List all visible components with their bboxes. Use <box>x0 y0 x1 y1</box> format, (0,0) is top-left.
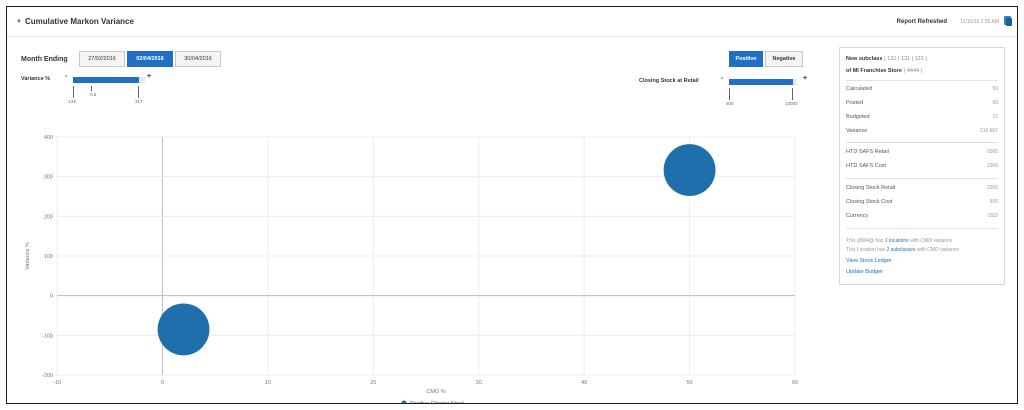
panel-divider <box>846 178 998 179</box>
date-button-1[interactable]: 27/02/2016 <box>79 51 125 67</box>
positive-toggle[interactable]: Positive <box>729 51 763 67</box>
variance-slider-mid-tick <box>91 86 92 91</box>
x-tick-label: -10 <box>53 380 61 386</box>
variance-bubble-chart: -10 0 10 20 30 40 50 60 -200 -100 0 100 200 300 400 CMO… <box>15 127 815 407</box>
x-axis-title: CMO % <box>426 389 445 395</box>
stat-row-calculated: Calculated 50 <box>846 86 998 92</box>
x-tick-label: 0 <box>161 380 164 386</box>
x-tick-label: 40 <box>581 380 587 386</box>
y-axis-title: Variance % <box>25 242 31 270</box>
x-tick-label: 60 <box>792 380 798 386</box>
panel-divider <box>846 228 998 229</box>
month-ending-label: Month Ending <box>21 56 68 63</box>
locations-note: This @M4@ has 1 locations with CMO varia… <box>846 238 953 244</box>
variance-plus-button[interactable]: + <box>147 73 152 80</box>
update-budget-link[interactable]: Update Budget <box>846 269 883 275</box>
closing-stock-max-label: 10000 <box>785 101 798 106</box>
date-button-3[interactable]: 30/04/2016 <box>175 51 221 67</box>
stat-row-budgeted: Budgeted 12 <box>846 114 998 120</box>
view-stock-ledger-link[interactable]: View Stock Ledger <box>846 258 892 264</box>
store-title: of MI Franchise Store <box>846 68 902 74</box>
date-button-2[interactable]: 02/04/2016 <box>127 51 173 67</box>
y-tick-label: 300 <box>44 175 53 181</box>
variance-minus-button[interactable]: - <box>65 73 68 80</box>
closing-stock-plus-button[interactable]: + <box>803 75 808 82</box>
stat-row-variance: Variance 316.667 <box>846 128 998 134</box>
variance-slider-fill[interactable] <box>73 77 139 83</box>
y-tick-label: 200 <box>44 214 53 220</box>
x-tick-label: 10 <box>265 380 271 386</box>
closing-stock-slider-range <box>729 88 793 100</box>
legend-label: Positive Closing Stock <box>410 401 465 403</box>
stat-row-currency: Currency USD <box>846 213 998 219</box>
stat-row-htd-safs-retail: HTD SAFS Retail 2000 <box>846 149 998 155</box>
y-tick-label: -100 <box>42 333 53 339</box>
closing-stock-slider-label: Closing Stock at Retail <box>639 78 699 84</box>
closing-stock-slider-fill[interactable] <box>729 79 793 85</box>
bubble-point <box>157 303 210 356</box>
collapse-icon[interactable]: ▼ <box>16 19 22 25</box>
chart-svg: -10 0 10 20 30 40 50 60-200-1000100200300400CMO… <box>25 135 798 407</box>
report-frame: ▼ Cumulative Markon Variance Report Refr… <box>6 6 1018 407</box>
panel-divider <box>846 80 998 81</box>
x-tick-label: 50 <box>687 380 693 386</box>
panel-divider <box>846 142 998 143</box>
stat-row-closing-stock-cost: Closing Stock Cost 500 <box>846 199 998 205</box>
legend-marker <box>401 400 407 406</box>
variance-min-label: -125 <box>67 99 77 104</box>
variance-max-label: 317 <box>135 99 143 104</box>
bubble-point <box>663 144 716 196</box>
x-tick-label: 30 <box>476 380 482 386</box>
locations-link[interactable]: 1 locations <box>884 238 909 244</box>
variance-slider-range <box>73 86 139 98</box>
y-tick-label: 100 <box>44 254 53 260</box>
subclass-heading: New subclass ( 131 | 131 | 131 ) <box>846 56 998 62</box>
y-tick-label: -200 <box>42 373 53 379</box>
details-panel: New subclass ( 131 | 131 | 131 ) of MI F… <box>839 47 1005 285</box>
report-refreshed-label: Report Refreshed <box>896 19 947 25</box>
variance-mid-label: 0.5 <box>90 92 97 97</box>
report-title: Cumulative Markon Variance <box>25 17 134 26</box>
closing-stock-minus-button[interactable]: - <box>721 75 724 82</box>
subclass-title: New subclass <box>846 56 883 62</box>
negative-toggle[interactable]: Negative <box>765 51 803 67</box>
subclass-code: ( 131 | 131 | 131 ) <box>883 56 928 62</box>
stat-row-posted: Posted 60 <box>846 100 998 106</box>
report-header: ▼ Cumulative Markon Variance Report Refr… <box>7 7 1017 37</box>
stat-row-htd-safs-cost: HTD SAFS Cost 1000 <box>846 163 998 169</box>
store-heading: of MI Franchise Store ( 4444 ) <box>846 68 998 74</box>
x-tick-label: 20 <box>370 380 376 386</box>
subclasses-note: This Location has 2 subclasses with CMO … <box>846 247 960 253</box>
report-refreshed-time: 11/10/16 2:55 AM <box>960 19 999 25</box>
y-tick-label: 0 <box>50 294 53 300</box>
variance-slider-label: Variance % <box>21 76 51 82</box>
closing-stock-min-label: 500 <box>726 101 734 106</box>
refresh-icon[interactable] <box>1003 15 1013 27</box>
store-code: ( 4444 ) <box>903 68 923 74</box>
y-tick-label: 400 <box>44 135 53 141</box>
subclasses-link[interactable]: 2 subclasses <box>886 247 916 253</box>
stat-row-closing-stock-retail: Closing Stock Retail 2000 <box>846 185 998 191</box>
